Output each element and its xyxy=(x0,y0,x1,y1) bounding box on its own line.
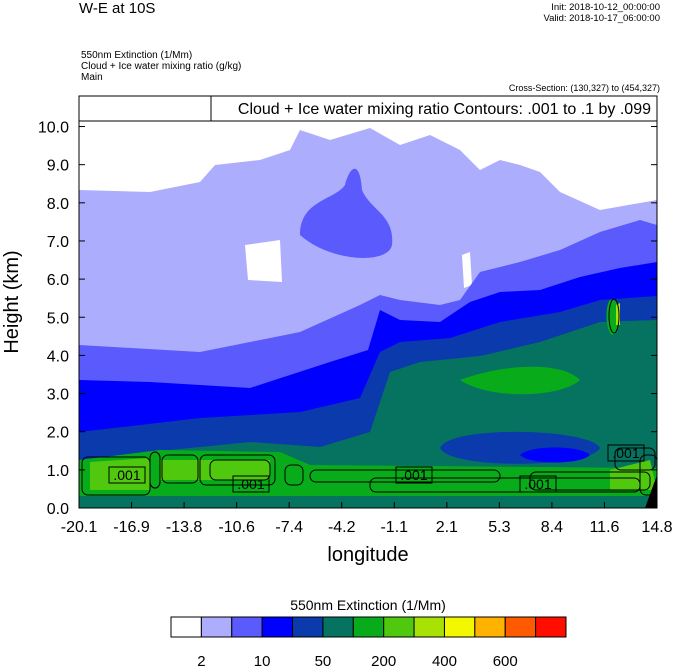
contour-line xyxy=(161,454,199,484)
field-line-3: Main xyxy=(81,72,103,83)
y-tick-label: 2.0 xyxy=(47,425,69,442)
x-tick-label: 5.3 xyxy=(488,519,510,536)
colorbar-label: 2 xyxy=(197,653,205,667)
contour-label: .001 xyxy=(237,476,264,492)
colorbar: 2 10 50 200 400 600 xyxy=(170,616,567,667)
x-tick-label: -7.4 xyxy=(275,519,303,536)
extinction-region xyxy=(300,168,393,258)
extinction-region xyxy=(645,475,657,508)
extinction-region xyxy=(90,458,150,490)
contour-label-box xyxy=(232,475,270,493)
y-tick-label: 3.0 xyxy=(47,387,69,404)
contour-line xyxy=(529,471,651,491)
contour-info-box: Cloud + Ice water mixing ratio Contours:… xyxy=(78,95,658,122)
y-tick-label: 8.0 xyxy=(47,196,69,213)
colorbar-box xyxy=(322,616,354,638)
extinction-region xyxy=(610,460,657,490)
colorbar-box xyxy=(535,616,567,638)
extinction-region xyxy=(460,366,580,395)
contour-line xyxy=(608,298,620,334)
cross-section-label: Cross-Section: (130,327) to (454,327) xyxy=(508,83,660,93)
y-tick-label: 10.0 xyxy=(38,120,69,137)
contour-info-text: Cloud + Ice water mixing ratio Contours:… xyxy=(238,101,651,118)
contour-label-box xyxy=(519,475,557,493)
contour-label-box xyxy=(108,466,146,484)
contour-label-box xyxy=(607,444,645,462)
contour-line xyxy=(149,451,161,489)
colorbar-box xyxy=(474,616,506,638)
colorbar-box xyxy=(383,616,415,638)
x-tick-label: -20.1 xyxy=(61,519,98,536)
y-tick-label: 9.0 xyxy=(47,158,69,175)
x-tick-label: 11.6 xyxy=(589,519,619,536)
mixing-ratio-contours: .001 .001 .001 .001 .001 xyxy=(81,298,657,496)
y-tick-label: 6.0 xyxy=(47,272,69,289)
extinction-region xyxy=(160,460,270,480)
contour-line xyxy=(284,464,304,486)
init-time: Init: 2018-10-12_00:00:00 xyxy=(551,2,660,13)
colorbar-box xyxy=(261,616,294,638)
colorbar-box xyxy=(413,616,445,638)
valid-time: Valid: 2018-10-17_06:00:00 xyxy=(543,13,660,24)
contour-line xyxy=(309,469,501,483)
y-tick-label: 1.0 xyxy=(47,463,69,480)
y-tick-label: 7.0 xyxy=(47,234,69,251)
colorbar-box xyxy=(231,616,263,638)
colorbar-title: 550nm Extinction (1/Mm) xyxy=(290,597,446,613)
y-tick-label: 4.0 xyxy=(47,348,69,365)
contour-line xyxy=(639,454,657,496)
contour-label: .001 xyxy=(400,467,427,483)
colorbar-box xyxy=(504,616,537,638)
contour-line xyxy=(199,454,276,486)
x-tick-label: 8.4 xyxy=(541,519,563,536)
contour-label: .001 xyxy=(113,467,140,483)
contour-label-box xyxy=(395,466,433,484)
x-tick-label: -4.2 xyxy=(328,519,356,536)
contour-line xyxy=(209,459,271,481)
y-tick-label: 0.0 xyxy=(47,501,69,518)
x-tick-label: -1.1 xyxy=(380,519,408,536)
extinction-region xyxy=(245,240,282,282)
colorbar-box xyxy=(200,616,233,638)
x-tick-label: -10.6 xyxy=(218,519,255,536)
colorbar-box xyxy=(352,616,385,638)
x-tick-label: -16.9 xyxy=(113,519,150,536)
plot-title: W-E at 10S xyxy=(79,0,156,17)
colorbar-box xyxy=(292,616,324,638)
x-tick-label: -13.8 xyxy=(166,519,203,536)
extinction-region xyxy=(462,252,472,288)
colorbar-label: 400 xyxy=(432,653,457,667)
field-line-1: 550nm Extinction (1/Mm) xyxy=(81,50,193,61)
y-axis-label: Height (km) xyxy=(1,250,23,353)
field-line-2: Cloud + Ice water mixing ratio (g/kg) xyxy=(81,61,242,72)
x-tick-label: 14.8 xyxy=(641,519,672,536)
colorbar-label: 10 xyxy=(254,653,271,667)
contour-label: .001 xyxy=(524,476,551,492)
colorbar-label: 200 xyxy=(371,653,396,667)
colorbar-box xyxy=(170,616,202,638)
contour-line xyxy=(614,447,656,471)
extinction-region xyxy=(520,447,590,463)
colorbar-label: 600 xyxy=(493,653,518,667)
x-tick-label: 2.1 xyxy=(436,519,458,536)
y-tick-label: 5.0 xyxy=(47,310,69,327)
colorbar-box xyxy=(443,616,476,638)
contour-label: .001 xyxy=(612,445,639,461)
extinction-field xyxy=(79,128,657,508)
colorbar-label: 50 xyxy=(315,653,332,667)
x-axis-label: longitude xyxy=(327,544,408,566)
